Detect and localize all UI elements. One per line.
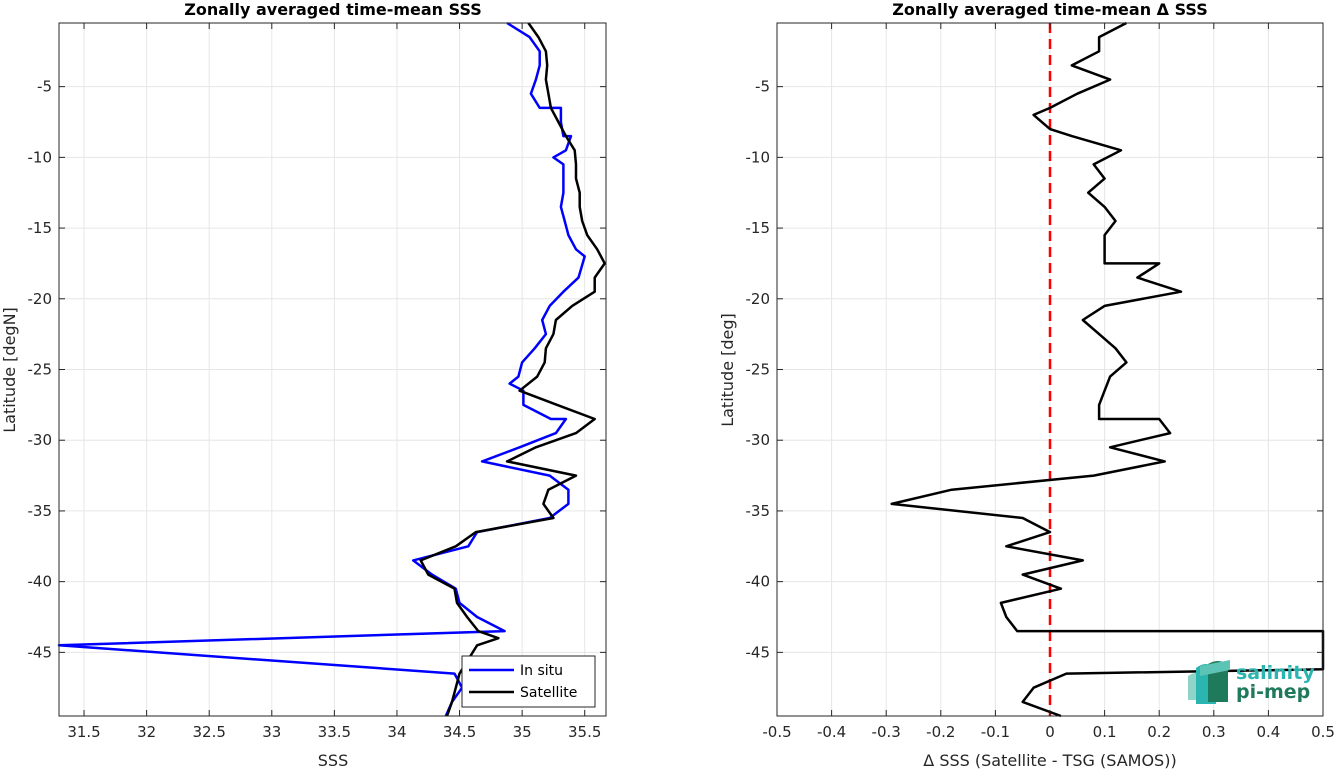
sss-panel: Zonally averaged time-mean SSS 31.5 32 32.… bbox=[0, 0, 607, 769]
delta-sss-y-tick-label: -20 bbox=[746, 290, 771, 308]
legend: In situ Satellite bbox=[461, 655, 596, 708]
series-line-in-situ bbox=[57, 21, 586, 717]
sss-y-tick-label: -10 bbox=[28, 148, 53, 166]
legend-label-in-situ: In situ bbox=[520, 663, 563, 679]
sss-x-tick-label: 33 bbox=[262, 723, 281, 741]
delta-sss-x-tick-label: 0.5 bbox=[1311, 723, 1335, 741]
delta-sss-y-tick-label: -35 bbox=[746, 502, 771, 520]
delta-sss-x-tick-label: -0.5 bbox=[762, 723, 791, 741]
sss-ticks bbox=[59, 23, 606, 716]
sss-x-tick-label: 33.5 bbox=[318, 723, 351, 741]
sss-y-tick-label: -25 bbox=[28, 361, 53, 379]
salinity-pi-mep-logo: salinity pi-mep bbox=[1188, 660, 1315, 704]
legend-label-satellite: Satellite bbox=[520, 685, 577, 701]
sss-x-tick-label: 32.5 bbox=[193, 723, 226, 741]
logo-wave-icon bbox=[1188, 660, 1230, 704]
delta-sss-x-tick-labels: -0.5 -0.4 -0.3 -0.2 -0.1 0 0.1 0.2 0.3 0.4 0.5 bbox=[762, 723, 1335, 741]
sss-y-tick-label: -45 bbox=[28, 643, 53, 661]
sss-grid bbox=[59, 23, 606, 716]
sss-x-axis-label: SSS bbox=[318, 751, 348, 769]
logo-text-salinity: salinity bbox=[1236, 662, 1315, 684]
delta-sss-x-tick-label: 0.3 bbox=[1202, 723, 1226, 741]
series-line-delta bbox=[890, 21, 1325, 718]
delta-sss-y-tick-label: -30 bbox=[746, 431, 771, 449]
sss-x-tick-label: 34.5 bbox=[443, 723, 476, 741]
sss-x-tick-labels: 31.5 32 32.5 33 33.5 34 34.5 35 35.5 bbox=[67, 723, 601, 741]
delta-sss-x-tick-label: 0.1 bbox=[1093, 723, 1117, 741]
delta-sss-x-tick-label: -0.1 bbox=[981, 723, 1010, 741]
delta-sss-x-tick-label: -0.4 bbox=[817, 723, 846, 741]
logo-text-pi-mep: pi-mep bbox=[1236, 681, 1310, 703]
delta-sss-chart-title: Zonally averaged time-mean Δ SSS bbox=[892, 0, 1208, 19]
delta-sss-y-tick-label: -10 bbox=[746, 148, 771, 166]
sss-x-tick-label: 35.5 bbox=[568, 723, 601, 741]
sss-y-tick-label: -35 bbox=[28, 502, 53, 520]
delta-sss-x-tick-label: -0.2 bbox=[926, 723, 955, 741]
delta-sss-ticks bbox=[776, 23, 1324, 716]
delta-sss-y-tick-labels: -45 -40 -35 -30 -25 -20 -15 -10 -5 bbox=[746, 78, 771, 662]
delta-sss-y-tick-label: -15 bbox=[746, 219, 771, 237]
sss-y-axis-label: Latitude [degN] bbox=[0, 307, 19, 433]
sss-y-tick-label: -5 bbox=[37, 78, 52, 96]
delta-sss-y-tick-label: -40 bbox=[746, 573, 771, 591]
delta-sss-y-tick-label: -25 bbox=[746, 361, 771, 379]
sss-y-tick-label: -15 bbox=[28, 219, 53, 237]
sss-series bbox=[57, 21, 606, 717]
sss-y-tick-labels: -45 -40 -35 -30 -25 -20 -15 -10 -5 bbox=[28, 78, 53, 662]
sss-y-tick-label: -20 bbox=[28, 290, 53, 308]
sss-x-tick-label: 32 bbox=[137, 723, 156, 741]
sss-x-tick-label: 34 bbox=[387, 723, 406, 741]
delta-sss-series bbox=[890, 21, 1325, 718]
delta-sss-x-tick-label: -0.3 bbox=[872, 723, 901, 741]
sss-y-tick-label: -40 bbox=[28, 573, 53, 591]
sss-chart-title: Zonally averaged time-mean SSS bbox=[184, 0, 482, 19]
legend-box bbox=[461, 655, 596, 708]
delta-sss-x-tick-label: 0.2 bbox=[1147, 723, 1171, 741]
sss-y-tick-label: -30 bbox=[28, 431, 53, 449]
delta-sss-y-tick-label: -45 bbox=[746, 643, 771, 661]
delta-sss-x-tick-label: 0.4 bbox=[1256, 723, 1280, 741]
delta-sss-y-tick-label: -5 bbox=[755, 78, 770, 96]
sss-x-tick-label: 35 bbox=[513, 723, 532, 741]
delta-sss-y-axis-label: Latitude [deg] bbox=[718, 313, 737, 427]
delta-sss-x-tick-label: 0 bbox=[1045, 723, 1055, 741]
series-line-satellite bbox=[419, 22, 606, 717]
sss-x-tick-label: 31.5 bbox=[67, 723, 100, 741]
delta-sss-panel: Zonally averaged time-mean Δ SSS -0.5 -0.… bbox=[718, 0, 1335, 769]
delta-sss-x-axis-label: Δ SSS (Satellite - TSG (SAMOS)) bbox=[923, 751, 1176, 769]
